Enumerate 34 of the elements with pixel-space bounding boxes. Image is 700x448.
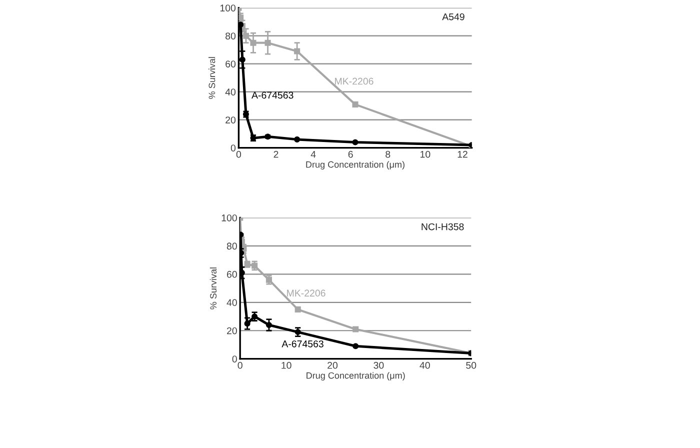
y-axis-title: % Survival — [208, 57, 216, 99]
series-label: MK-2206 — [287, 290, 326, 297]
y-tick-label: 20 — [226, 116, 236, 124]
x-tick-label: 20 — [328, 362, 338, 369]
x-tick-label: 4 — [310, 150, 316, 158]
y-tick-label: 20 — [227, 327, 237, 334]
x-tick-label: 12 — [458, 150, 468, 158]
x-axis-title: Drug Concentration (μm) — [306, 161, 404, 170]
y-axis-title: % Survival — [210, 268, 217, 310]
chart-title: NCI-H358 — [422, 223, 464, 230]
y-tick-label: 0 — [232, 356, 237, 362]
series-label: A-674563 — [282, 340, 324, 348]
y-tick-label: 0 — [230, 144, 236, 152]
y-tick-label: 40 — [226, 299, 237, 306]
chart-title: A549 — [442, 13, 464, 20]
y-tick-label: 60 — [226, 60, 236, 68]
x-tick-label: 6 — [348, 150, 353, 158]
x-tick-label: 2 — [274, 150, 278, 158]
y-tick-label: 80 — [226, 242, 237, 250]
y-tick-label: 40 — [225, 88, 236, 96]
x-tick-label: 0 — [238, 362, 242, 369]
x-tick-label: 10 — [282, 362, 292, 369]
y-tick-label: 80 — [226, 32, 236, 40]
x-tick-label: 10 — [420, 150, 430, 158]
series-label: A-674563 — [252, 92, 294, 99]
x-tick-label: 30 — [374, 362, 384, 369]
x-tick-label: 8 — [386, 150, 390, 158]
y-tick-label: 100 — [222, 214, 237, 222]
x-axis-title: Drug Concentration (μm) — [306, 372, 405, 380]
y-tick-label: 100 — [220, 4, 236, 12]
x-tick-label: 40 — [420, 362, 430, 369]
series-label: MK-2206 — [335, 78, 374, 85]
y-tick-label: 60 — [227, 270, 237, 278]
x-tick-label: 50 — [466, 362, 476, 369]
